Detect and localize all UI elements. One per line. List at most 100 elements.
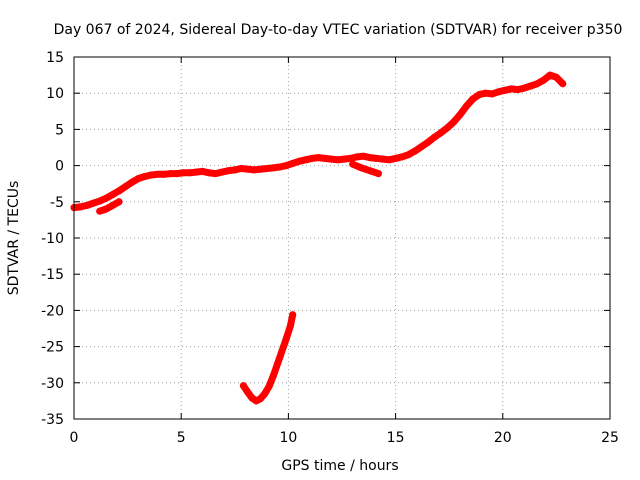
data-point <box>186 169 194 177</box>
data-point <box>482 89 490 97</box>
data-point <box>533 80 541 88</box>
data-point <box>443 124 451 132</box>
grid-lines <box>74 57 610 419</box>
data-point <box>179 169 187 177</box>
data-point <box>424 138 432 146</box>
y-axis-label: SDTVAR / TECUs <box>6 181 22 296</box>
data-point <box>559 80 567 88</box>
y-tick-label: -15 <box>41 267 64 283</box>
x-tick-label: 5 <box>177 430 186 446</box>
data-point <box>552 73 560 81</box>
data-point <box>250 166 258 174</box>
data-point <box>501 86 509 94</box>
data-point <box>83 201 91 209</box>
data-point <box>173 170 181 178</box>
data-point <box>167 170 174 178</box>
y-tick-label: -35 <box>41 412 64 428</box>
data-point <box>379 155 387 163</box>
data-point <box>514 86 522 94</box>
data-point <box>347 154 355 162</box>
data-point <box>520 84 528 92</box>
x-tick-label: 15 <box>387 430 405 446</box>
data-point <box>102 194 110 202</box>
x-tick-label: 25 <box>601 430 619 446</box>
data-point <box>134 175 142 183</box>
data-point <box>540 76 547 84</box>
data-point <box>359 152 367 160</box>
data-point <box>357 164 365 172</box>
data-point <box>366 167 374 175</box>
data-point <box>76 203 84 211</box>
data-point <box>385 156 393 164</box>
y-tick-label: -25 <box>41 340 64 356</box>
data-point <box>462 102 470 110</box>
data-point <box>349 160 357 168</box>
data-point <box>269 372 277 380</box>
data-point <box>450 118 457 126</box>
data-point <box>475 91 483 99</box>
data-point <box>327 155 335 163</box>
data-point <box>115 198 123 206</box>
data-point <box>96 197 104 205</box>
data-point <box>212 170 219 178</box>
data-point <box>366 154 374 162</box>
data-point <box>411 147 419 155</box>
data-point <box>437 129 445 137</box>
data-point <box>122 183 129 191</box>
y-tick-label: -20 <box>41 303 64 319</box>
data-point <box>417 143 425 151</box>
data-point <box>334 156 342 164</box>
data-point <box>96 207 104 215</box>
data-point <box>237 165 245 172</box>
data-point <box>147 171 155 179</box>
data-point <box>289 311 297 319</box>
y-tick-label: 10 <box>46 86 64 102</box>
x-tick-label: 0 <box>70 430 79 446</box>
data-point <box>282 335 290 343</box>
data-point <box>289 159 297 167</box>
y-tick-label: 0 <box>55 159 64 175</box>
data-point <box>231 166 239 174</box>
data-point <box>265 382 273 390</box>
data-point <box>257 395 264 403</box>
data-point <box>199 167 207 175</box>
data-point <box>192 168 200 176</box>
x-axis-label: GPS time / hours <box>281 458 398 474</box>
data-series <box>70 71 567 405</box>
data-point <box>109 201 117 209</box>
data-point <box>244 388 252 396</box>
data-point <box>456 111 464 119</box>
y-tick-label: 5 <box>55 122 64 138</box>
data-point <box>109 191 117 199</box>
x-axis: 0 5 10 15 20 25 <box>70 57 619 446</box>
y-tick-label: 15 <box>46 50 64 66</box>
data-point <box>276 163 284 171</box>
data-point <box>527 82 535 90</box>
data-point <box>398 153 406 161</box>
data-point <box>278 347 286 355</box>
data-point <box>128 178 136 186</box>
data-point <box>302 156 310 164</box>
data-point <box>205 169 213 177</box>
data-point <box>102 205 110 213</box>
data-point <box>269 164 277 172</box>
data-point <box>374 170 382 178</box>
chart-title: Day 067 of 2024, Sidereal Day-to-day VTE… <box>54 22 623 38</box>
data-point <box>218 168 226 176</box>
data-point <box>244 165 252 173</box>
data-point <box>507 85 515 93</box>
data-point <box>282 162 290 170</box>
data-point <box>160 170 168 178</box>
y-tick-label: -5 <box>50 195 64 211</box>
series-band-1 <box>349 160 382 178</box>
data-point <box>405 151 412 159</box>
data-point <box>314 154 322 162</box>
data-point <box>495 88 502 96</box>
data-point <box>274 359 282 367</box>
data-point <box>340 155 348 163</box>
data-point <box>353 153 361 161</box>
data-point <box>263 165 271 172</box>
y-axis: 15 10 5 0 -5 -10 -15 -20 -25 -30 -35 <box>41 50 610 428</box>
